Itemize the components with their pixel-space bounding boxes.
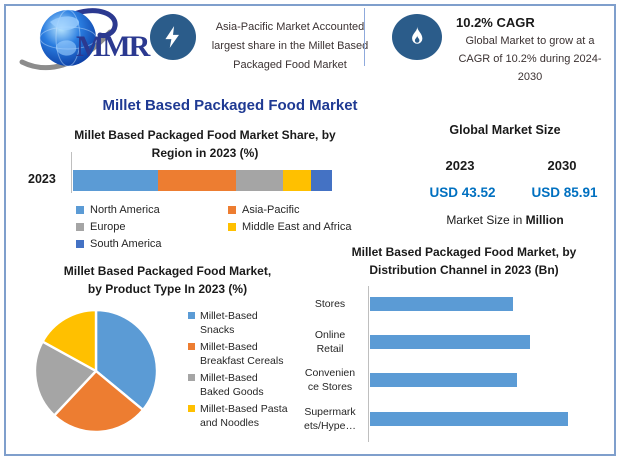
product-pie — [33, 308, 159, 434]
region-legend-column-1: North America Europe South America — [76, 202, 162, 253]
legend-swatch — [76, 240, 84, 248]
asia-pacific-highlight: Asia-Pacific Market Accounted largest sh… — [198, 18, 382, 75]
region-legend-column-2: Asia-Pacific Middle East and Africa — [228, 202, 351, 236]
region-axis-label: 2023 — [28, 172, 56, 186]
category-label-stores: Stores — [296, 289, 364, 319]
region-bar — [73, 170, 332, 191]
legend-label: Millet-Based Snacks — [200, 310, 258, 336]
region-segment-north-america — [73, 170, 159, 191]
cagr-block: 10.2% CAGR Global Market to grow at a CA… — [448, 15, 612, 86]
category-label-text: Convenien ce Stores — [304, 367, 356, 393]
region-segment-asia-pacific — [158, 170, 237, 191]
category-label-supermarkets-hype: Supermark ets/Hype… — [296, 404, 364, 434]
header-divider — [364, 8, 365, 66]
legend-item-north-america: North America — [76, 202, 162, 218]
pie-slice-millet-based-pasta-and-noodles — [41, 308, 98, 373]
legend-item-millet-based-pasta-and-noodles: Millet-Based Pasta and Noodles — [188, 402, 313, 430]
chart-title-line: by Product Type In 2023 (%) — [87, 282, 248, 296]
chart-title-line: Millet Based Packaged Food Market, — [63, 264, 272, 278]
region-y-axis — [71, 152, 72, 193]
region-chart-title: Millet Based Packaged Food Market Share,… — [55, 126, 355, 162]
market-size-note: Market Size in Million — [400, 213, 610, 227]
highlight-line: Asia-Pacific Market Accounted — [215, 21, 365, 33]
page-title: Millet Based Packaged Food Market — [102, 97, 358, 114]
chart-title-line: Millet Based Packaged Food Market Share,… — [74, 128, 336, 142]
note-unit: Million — [525, 213, 564, 227]
note-text: Market Size in — [446, 213, 526, 227]
distribution-y-axis — [368, 286, 369, 442]
category-label-online-retail: Online Retail — [296, 327, 364, 357]
legend-swatch — [76, 223, 84, 231]
distribution-chart-title: Millet Based Packaged Food Market, by Di… — [330, 243, 598, 279]
pie-slice-millet-based-baked-goods — [33, 340, 98, 417]
legend-label: Millet-Based Pasta and Noodles — [200, 403, 288, 429]
legend-label: North America — [90, 204, 160, 216]
legend-label: Middle East and Africa — [242, 221, 352, 233]
legend-swatch — [188, 312, 195, 319]
legend-label: South America — [90, 238, 162, 250]
legend-item-south-america: South America — [76, 236, 162, 252]
chart-title-line: Region in 2023 (%) — [151, 146, 259, 160]
legend-item-millet-based-snacks: Millet-Based Snacks — [188, 309, 313, 337]
lightning-bolt-icon — [150, 14, 196, 60]
legend-item-asia-pacific: Asia-Pacific — [228, 202, 351, 218]
legend-label: Europe — [90, 221, 126, 233]
mmr-logo: MMR — [16, 6, 150, 76]
region-segment-south-america — [311, 170, 332, 191]
category-label-convenience-stores: Convenien ce Stores — [296, 365, 364, 395]
chart-title-line: Millet Based Packaged Food Market, by — [351, 245, 577, 259]
market-size-title: Global Market Size — [449, 123, 561, 137]
market-size-year-2030: 2030 — [547, 158, 577, 173]
legend-swatch — [76, 206, 84, 214]
bar-convenience-stores — [370, 373, 517, 387]
cagr-line: CAGR of 10.2% during 2024- — [458, 53, 602, 65]
category-label-text: Stores — [314, 298, 346, 310]
product-chart-title: Millet Based Packaged Food Market, by Pr… — [30, 262, 305, 298]
region-segment-middle-east-and-africa — [282, 170, 312, 191]
category-label-text: Supermark ets/Hype… — [304, 406, 356, 432]
legend-item-europe: Europe — [76, 219, 162, 235]
legend-swatch — [188, 405, 195, 412]
cagr-line: Global Market to grow at a — [465, 35, 595, 47]
market-size-value-2023: USD 43.52 — [429, 185, 496, 200]
pie-slice-millet-based-breakfast-cereals — [53, 369, 145, 434]
cagr-title: 10.2% CAGR — [456, 15, 535, 30]
bar-supermarkets-hype — [370, 412, 568, 426]
legend-swatch — [228, 206, 236, 214]
logo-text: MMR — [76, 30, 150, 63]
highlight-line: largest share in the Millet Based — [211, 40, 369, 52]
legend-swatch — [188, 374, 195, 381]
legend-label: Millet-Based Baked Goods — [200, 372, 264, 398]
cagr-line: 2030 — [517, 71, 543, 83]
pie-slice-millet-based-snacks — [94, 308, 159, 412]
region-segment-europe — [236, 170, 283, 191]
bar-stores — [370, 297, 513, 311]
flame-icon — [392, 14, 442, 60]
product-legend: Millet-Based Snacks Millet-Based Breakfast … — [188, 309, 313, 433]
category-label-text: Online Retail — [314, 329, 346, 355]
market-size-year-2023: 2023 — [445, 158, 475, 173]
legend-swatch — [188, 343, 195, 350]
bar-online-retail — [370, 335, 530, 349]
chart-title-line: Distribution Channel in 2023 (Bn) — [369, 263, 559, 277]
legend-label: Millet-Based Breakfast Cereals — [200, 341, 284, 367]
legend-item-millet-based-baked-goods: Millet-Based Baked Goods — [188, 371, 313, 399]
highlight-line: Packaged Food Market — [233, 59, 347, 71]
distribution-plot: Stores Online Retail Convenien ce Stores Supe… — [290, 282, 612, 452]
legend-swatch — [228, 223, 236, 231]
globe-icon — [19, 8, 118, 71]
legend-item-middle-east-and-africa: Middle East and Africa — [228, 219, 351, 235]
legend-item-millet-based-breakfast-cereals: Millet-Based Breakfast Cereals — [188, 340, 313, 368]
market-size-value-2030: USD 85.91 — [531, 185, 598, 200]
legend-label: Asia-Pacific — [242, 204, 300, 216]
